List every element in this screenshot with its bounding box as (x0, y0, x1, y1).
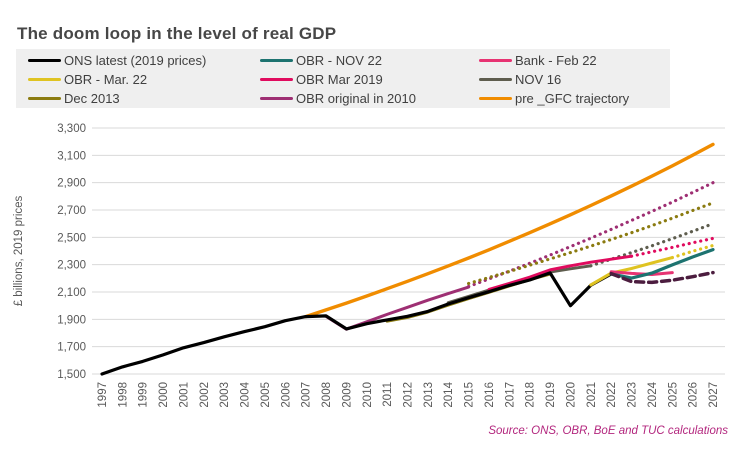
y-tick-label: 1,500 (57, 369, 86, 381)
legend-swatch (260, 96, 293, 101)
legend-label: OBR - NOV 22 (296, 53, 382, 68)
x-tick-label: 2004 (240, 381, 252, 407)
legend-swatch (260, 58, 293, 63)
series-line-obr-original-in-2010-dotted (467, 181, 715, 289)
series-line-obr-mar-22-dotted (670, 243, 715, 260)
x-tick-label: 2024 (647, 381, 659, 407)
x-tick-label: 1998 (117, 382, 129, 408)
legend-swatch (260, 77, 293, 82)
y-tick-label: 3,300 (57, 123, 86, 135)
series-line-obr-mar-2019-solid (487, 254, 633, 291)
y-gridlines (92, 127, 725, 375)
x-tick-label: 2018 (525, 382, 537, 408)
series-line-obr-mar-2019-dotted (629, 236, 715, 258)
series-line-unlabelled-dashed-line-dashed (609, 270, 715, 285)
x-tick-label: 2020 (565, 382, 577, 408)
legend-label: ONS latest (2019 prices) (64, 53, 207, 68)
x-tick-label: 2014 (443, 381, 455, 407)
x-tick-label: 2002 (199, 382, 211, 408)
x-tick-label: 2003 (219, 382, 231, 408)
x-tick-label: 2012 (403, 382, 415, 408)
series-line-obr-mar-22-solid (589, 256, 674, 287)
legend-item-nov-16: NOV 16 (479, 70, 670, 89)
chart-legend: ONS latest (2019 prices) OBR - NOV 22 Bank… (16, 49, 670, 108)
legend-label: OBR - Mar. 22 (64, 72, 148, 87)
series-line-ons-latest-2019-prices-solid (100, 271, 613, 376)
legend-item-obr-original-in-2010: OBR original in 2010 (260, 89, 479, 108)
legend-label: NOV 16 (515, 72, 562, 87)
y-tick-label: 2,300 (57, 260, 86, 272)
x-tick-label: 2017 (504, 382, 516, 408)
x-tick-labels: 1997 1998 1999 2000 2001 2002 2003 2004 2005 2006… (97, 381, 720, 407)
x-tick-label: 2016 (484, 382, 496, 408)
legend-swatch (28, 96, 61, 101)
x-tick-label: 2022 (606, 382, 618, 408)
x-tick-label: 1997 (97, 382, 109, 408)
x-tick-label: 2025 (667, 382, 679, 408)
x-tick-label: 2021 (586, 382, 598, 408)
legend-item-bank-feb-22: Bank - Feb 22 (479, 51, 670, 70)
y-tick-label: 2,100 (57, 287, 86, 299)
x-tick-label: 2027 (708, 382, 720, 408)
y-tick-label: 1,900 (57, 314, 86, 326)
y-tick-label: 1,700 (57, 342, 86, 354)
x-tick-label: 2006 (280, 382, 292, 408)
x-tick-label: 2007 (301, 382, 313, 408)
series-lines (100, 142, 715, 376)
y-tick-label: 2,700 (57, 205, 86, 217)
x-tick-label: 2000 (158, 382, 170, 408)
y-axis-label: £ billions, 2019 prices (13, 195, 25, 306)
x-tick-label: 2019 (545, 382, 557, 408)
x-tick-label: 2026 (688, 382, 700, 408)
x-tick-label: 2023 (627, 382, 639, 408)
series-line-bank-feb-22-solid (609, 270, 674, 276)
legend-swatch (28, 77, 61, 82)
series-line-obr-nov-22-solid (609, 248, 715, 280)
x-tick-label: 2009 (341, 382, 353, 408)
legend-label: Dec 2013 (64, 91, 120, 106)
series-line-pre-gfc-trajectory-solid (304, 142, 715, 319)
chart-title: The doom loop in the level of real GDP (17, 24, 337, 43)
legend-item-pre-gfc-trajectory: pre _GFC trajectory (479, 89, 670, 108)
x-tick-label: 2001 (178, 382, 190, 408)
legend-item-dec-2013: Dec 2013 (28, 89, 260, 108)
chart-svg: 1,500 1,700 1,900 2,100 2,300 2,500 2,700 2,900… (13, 123, 725, 408)
legend-item-obr-nov-22: OBR - NOV 22 (260, 51, 479, 70)
legend-item-obr-mar-2019: OBR Mar 2019 (260, 70, 479, 89)
legend-swatch (479, 96, 512, 101)
legend-swatch (28, 58, 61, 63)
y-tick-label: 2,900 (57, 178, 86, 190)
legend-label: OBR Mar 2019 (296, 72, 383, 87)
legend-item-ons-latest-2019-prices: ONS latest (2019 prices) (28, 51, 260, 70)
x-tick-label: 2005 (260, 382, 272, 408)
legend-swatch (479, 58, 512, 63)
source-caption: Source: ONS, OBR, BoE and TUC calculatio… (488, 425, 728, 437)
legend-label: Bank - Feb 22 (515, 53, 597, 68)
legend-item-obr-mar-22: OBR - Mar. 22 (28, 70, 260, 89)
x-tick-label: 2008 (321, 382, 333, 408)
series-line-obr-original-in-2010-solid (324, 285, 471, 331)
x-tick-label: 2015 (464, 382, 476, 408)
x-tick-label: 2013 (423, 382, 435, 408)
legend-swatch (479, 77, 512, 82)
series-line-nov-16-dotted (589, 222, 715, 268)
y-tick-label: 3,100 (57, 150, 86, 162)
x-tick-label: 2011 (382, 382, 394, 407)
y-tick-labels: 1,500 1,700 1,900 2,100 2,300 2,500 2,700 2,900… (57, 123, 86, 381)
legend-label: pre _GFC trajectory (515, 91, 630, 106)
x-tick-label: 1999 (138, 382, 150, 408)
series-line-dec-2013-dotted (467, 201, 715, 286)
y-tick-label: 2,500 (57, 232, 86, 244)
x-tick-label: 2010 (362, 382, 374, 408)
legend-label: OBR original in 2010 (296, 91, 416, 106)
